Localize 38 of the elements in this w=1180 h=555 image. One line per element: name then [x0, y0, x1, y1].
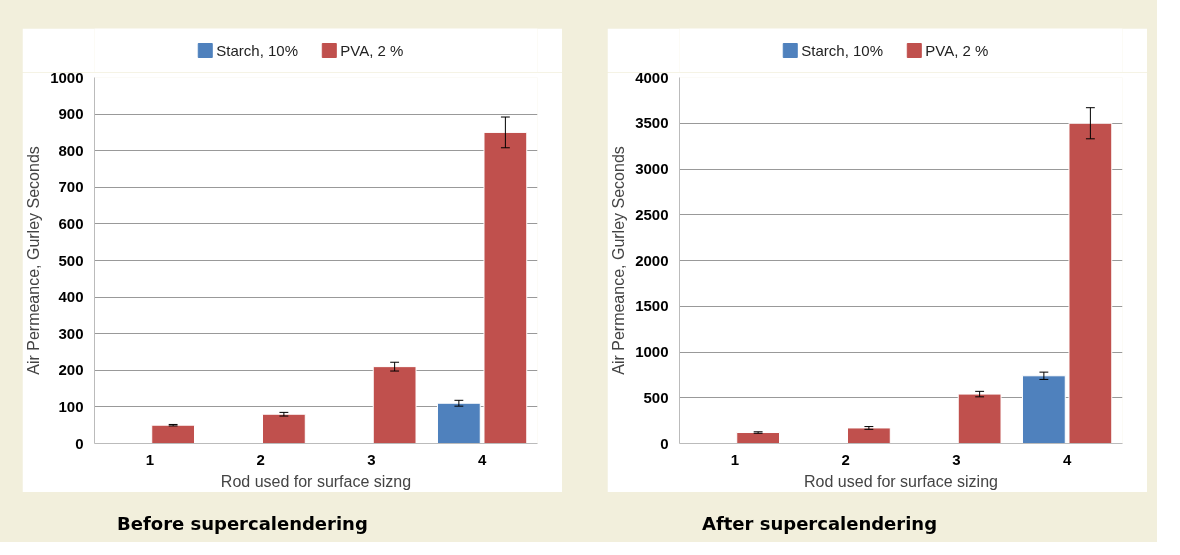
- y-tick-label: 100: [58, 397, 84, 415]
- text: After supercalendering: [702, 512, 938, 536]
- y-tick-label: 300: [58, 324, 84, 342]
- x-tick-label: 2: [256, 450, 265, 468]
- y-tick-label: 500: [643, 388, 669, 406]
- y-axis-title: Air Permeance, Gurley Seconds: [610, 146, 628, 375]
- y-tick-label: 1500: [635, 297, 669, 315]
- legend-label: Starch, 10%: [801, 42, 884, 59]
- x-tick-label: 2: [841, 450, 850, 468]
- text: Before supercalendering: [117, 512, 368, 536]
- x-tick-label: 1: [145, 450, 155, 468]
- x-tick-label: 3: [367, 450, 376, 468]
- x-axis-title: Rod used for surface sizng: [220, 472, 412, 490]
- y-tick-label: 0: [660, 434, 669, 452]
- y-tick-label: 800: [58, 141, 84, 159]
- y-tick-label: 600: [58, 214, 84, 232]
- y-tick-label: 3000: [635, 160, 669, 177]
- y-tick-label: 0: [75, 434, 84, 452]
- x-tick-label: 1: [730, 450, 740, 468]
- x-axis-title: Rod used for surface sizing: [804, 472, 998, 490]
- y-tick-label: 700: [58, 178, 84, 196]
- y-tick-label: 900: [58, 105, 84, 123]
- x-tick-label: 4: [1062, 450, 1072, 468]
- y-tick-label: 500: [58, 251, 84, 269]
- y-tick-label: 1000: [50, 68, 84, 86]
- y-tick-label: 4000: [635, 68, 669, 86]
- legend-label: PVA, 2 %: [925, 42, 989, 59]
- y-tick-label: 200: [58, 361, 84, 379]
- y-axis-title: Air Permeance, Gurley Seconds: [25, 146, 43, 375]
- legend-label: PVA, 2 %: [340, 42, 404, 59]
- y-tick-label: 3500: [635, 114, 669, 132]
- x-tick-label: 3: [952, 450, 961, 468]
- y-tick-label: 2500: [635, 205, 669, 223]
- y-tick-label: 2000: [635, 251, 669, 269]
- x-tick-label: 4: [477, 450, 487, 468]
- legend-label: Starch, 10%: [216, 42, 299, 59]
- y-tick-label: 1000: [635, 343, 669, 360]
- y-tick-label: 400: [58, 288, 84, 306]
